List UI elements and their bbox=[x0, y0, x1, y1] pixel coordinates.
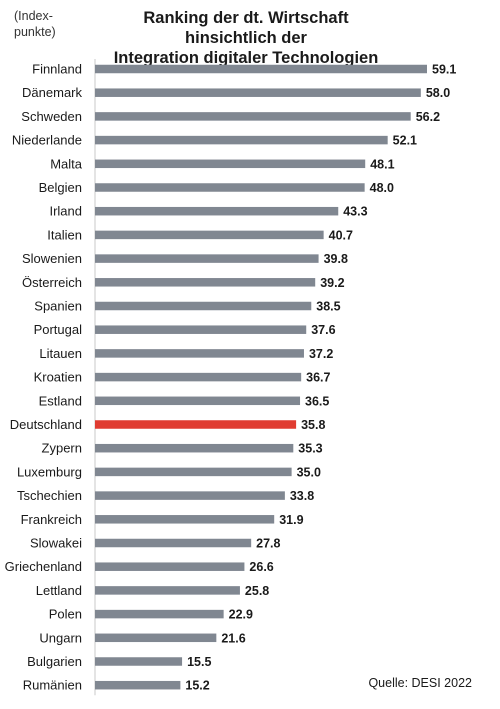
bar bbox=[95, 278, 316, 287]
bar bbox=[95, 586, 240, 595]
value-label: 35.0 bbox=[297, 465, 321, 479]
value-label: 26.6 bbox=[249, 560, 273, 574]
category-label: Tschechien bbox=[17, 488, 82, 503]
bar bbox=[95, 159, 366, 169]
category-label: Polen bbox=[49, 607, 82, 622]
category-label: Spanien bbox=[34, 299, 82, 314]
category-label: Österreich bbox=[22, 275, 82, 290]
category-label: Estland bbox=[39, 393, 82, 408]
value-label: 37.6 bbox=[311, 323, 335, 337]
value-label: 35.8 bbox=[301, 418, 325, 432]
category-label: Schweden bbox=[21, 109, 82, 124]
category-label: Lettland bbox=[36, 583, 82, 598]
bar bbox=[95, 515, 275, 524]
category-label: Dänemark bbox=[22, 85, 82, 100]
category-label: Litauen bbox=[39, 346, 82, 361]
value-label: 15.5 bbox=[187, 655, 211, 669]
value-label: 36.7 bbox=[306, 371, 330, 385]
value-label: 21.6 bbox=[221, 631, 245, 645]
category-label: Malta bbox=[50, 156, 83, 171]
unit-label: (Index- punkte) bbox=[14, 9, 56, 39]
category-label: Luxemburg bbox=[17, 464, 82, 479]
chart-subtitle: Integration digitaler Technologien bbox=[113, 49, 379, 67]
category-label: Niederlande bbox=[12, 133, 82, 148]
value-label: 39.2 bbox=[320, 276, 344, 290]
bar bbox=[95, 633, 217, 643]
value-label: 59.1 bbox=[432, 63, 456, 77]
bar bbox=[95, 64, 427, 74]
bar bbox=[95, 183, 365, 192]
value-label: 40.7 bbox=[329, 228, 353, 242]
value-label: 27.8 bbox=[256, 537, 280, 551]
value-label: 52.1 bbox=[393, 134, 417, 148]
category-label: Slowakei bbox=[30, 536, 82, 551]
category-label: Deutschland bbox=[10, 417, 82, 432]
category-label: Bulgarien bbox=[27, 654, 82, 669]
bar bbox=[95, 609, 224, 619]
bar bbox=[95, 135, 388, 145]
value-label: 39.8 bbox=[324, 252, 348, 266]
chart-title: Ranking der dt. Wirtschaft hinsichtlich … bbox=[96, 8, 396, 68]
category-label: Ungarn bbox=[39, 630, 82, 645]
category-label: Portugal bbox=[34, 322, 83, 337]
bar bbox=[95, 538, 252, 548]
value-label: 43.3 bbox=[343, 205, 367, 219]
category-label: Finnland bbox=[32, 62, 82, 77]
bar bbox=[95, 325, 307, 334]
bar bbox=[95, 254, 319, 263]
bar bbox=[95, 112, 411, 121]
bar bbox=[95, 491, 285, 500]
bar bbox=[95, 301, 312, 311]
category-label: Kroatien bbox=[34, 370, 82, 385]
chart-title-line1: Ranking der dt. Wirtschaft hinsichtlich … bbox=[143, 9, 349, 47]
value-label: 38.5 bbox=[316, 300, 340, 314]
value-label: 48.1 bbox=[370, 157, 394, 171]
category-label: Belgien bbox=[39, 180, 82, 195]
value-label: 36.5 bbox=[305, 394, 329, 408]
value-label: 48.0 bbox=[370, 181, 394, 195]
bar bbox=[95, 680, 181, 690]
category-label: Rumänien bbox=[23, 678, 82, 693]
bar bbox=[95, 443, 294, 453]
bar bbox=[95, 372, 302, 382]
category-label: Irland bbox=[49, 204, 82, 219]
value-label: 22.9 bbox=[229, 608, 253, 622]
bar bbox=[95, 467, 292, 477]
category-label: Italien bbox=[47, 227, 82, 242]
bar bbox=[95, 88, 421, 97]
bar bbox=[95, 230, 324, 240]
category-label: Griechenland bbox=[5, 559, 82, 574]
source-note: Quelle: DESI 2022 bbox=[368, 676, 472, 690]
category-label: Zypern bbox=[42, 441, 82, 456]
value-label: 15.2 bbox=[185, 679, 209, 693]
value-label: 33.8 bbox=[290, 489, 314, 503]
bar bbox=[95, 206, 339, 216]
bar bbox=[95, 420, 297, 429]
bar bbox=[95, 657, 183, 666]
value-label: 35.3 bbox=[298, 442, 322, 456]
bar bbox=[95, 396, 301, 406]
value-label: 56.2 bbox=[416, 110, 440, 124]
category-label: Frankreich bbox=[21, 512, 82, 527]
bar bbox=[95, 349, 304, 358]
bar bbox=[95, 562, 245, 571]
value-label: 31.9 bbox=[279, 513, 303, 527]
category-label: Slowenien bbox=[22, 251, 82, 266]
value-label: 37.2 bbox=[309, 347, 333, 361]
value-label: 25.8 bbox=[245, 584, 269, 598]
value-label: 58.0 bbox=[426, 86, 450, 100]
